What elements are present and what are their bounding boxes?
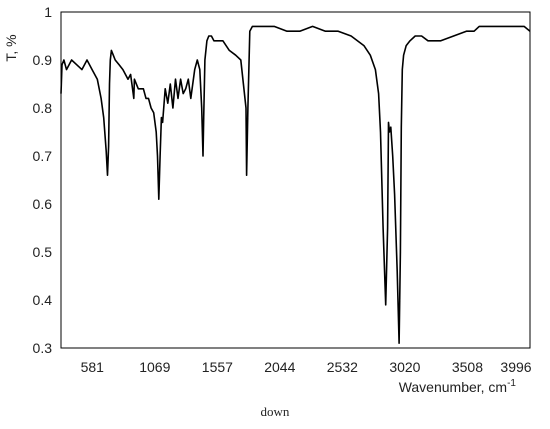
y-tick-label: 0.8 bbox=[33, 100, 53, 116]
plot-area-frame bbox=[60, 11, 531, 349]
y-tick-label: 0.9 bbox=[33, 52, 53, 68]
x-axis-label-text: Wavenumber, cm bbox=[399, 379, 507, 395]
y-axis-label: T, % bbox=[3, 34, 19, 61]
x-tick-label: 3020 bbox=[389, 359, 420, 375]
y-tick-label: 0.6 bbox=[33, 196, 53, 212]
x-axis-tick-labels: 581 1069 1557 2044 2532 3020 3508 3996 bbox=[81, 359, 532, 375]
y-tick-label: 0.4 bbox=[33, 292, 53, 308]
x-axis-label-superscript: -1 bbox=[507, 378, 516, 389]
x-tick-label: 3508 bbox=[452, 359, 483, 375]
x-tick-label: 1557 bbox=[202, 359, 233, 375]
x-tick-label: 1069 bbox=[139, 359, 170, 375]
y-tick-label: 0.7 bbox=[33, 148, 53, 164]
x-tick-label: 2532 bbox=[327, 359, 358, 375]
transmittance-line bbox=[60, 25, 531, 344]
y-axis-tick-labels: 0.3 0.4 0.5 0.6 0.7 0.8 0.9 1 bbox=[33, 4, 53, 356]
x-axis-label: Wavenumber, cm-1 bbox=[399, 378, 517, 395]
x-tick-label: 581 bbox=[81, 359, 105, 375]
y-tick-label: 0.3 bbox=[33, 340, 53, 356]
x-tick-label: 3996 bbox=[500, 359, 531, 375]
y-tick-label: 0.5 bbox=[33, 244, 53, 260]
figure-caption: down bbox=[260, 404, 290, 419]
y-tick-label: 1 bbox=[44, 4, 52, 20]
x-tick-label: 2044 bbox=[264, 359, 295, 375]
